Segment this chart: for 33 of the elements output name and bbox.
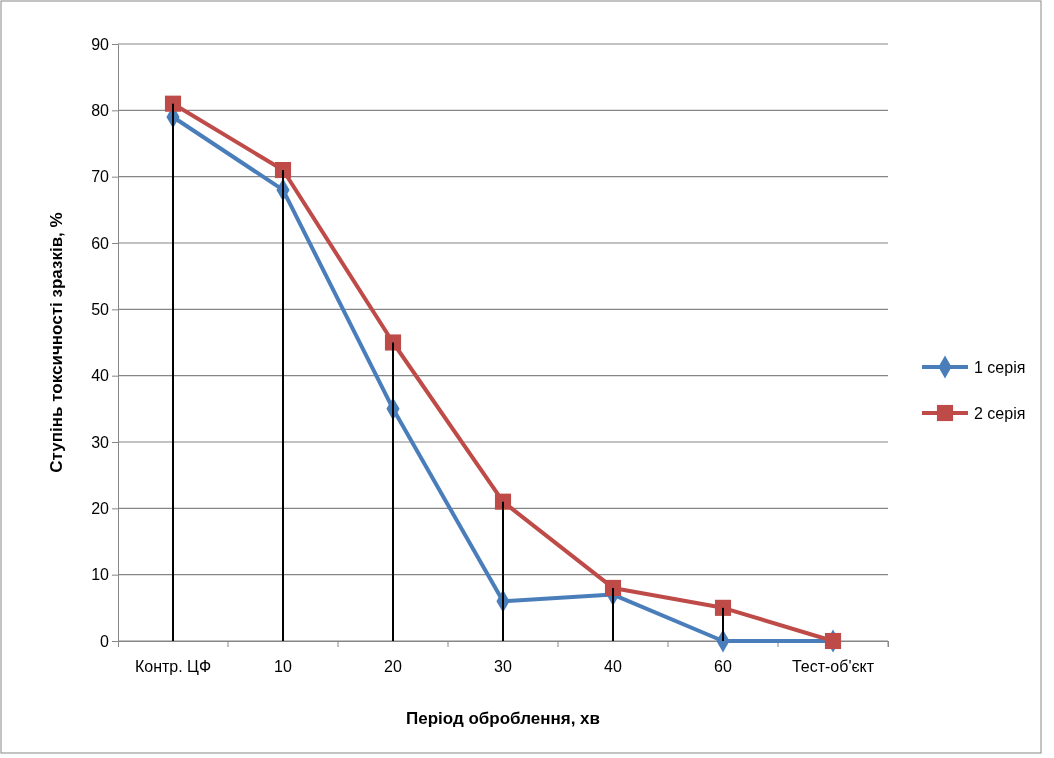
y-tick-label: 10: [91, 566, 110, 584]
y-tick-label: 20: [91, 499, 110, 517]
y-tick-label: 60: [91, 234, 110, 252]
bar: [392, 342, 394, 641]
x-tick-label: 30: [494, 658, 512, 676]
bar: [172, 103, 174, 641]
x-tick-label: 40: [604, 658, 622, 676]
point: [164, 95, 182, 112]
x-tick-label: 10: [274, 658, 292, 676]
x-tick-label: Тест-об'єкт: [791, 658, 875, 676]
legend-label: 2 серія: [974, 405, 1026, 422]
y-tick-label: 40: [91, 367, 110, 385]
y-tick-label: 50: [91, 300, 110, 318]
point: [274, 161, 292, 179]
point: [384, 334, 402, 351]
bar: [722, 607, 724, 641]
bar: [502, 501, 504, 641]
x-axis-title: Період оброблення, хв: [405, 709, 601, 728]
x-tick-label: Контр. ЦФ: [134, 658, 212, 676]
x-tick-label: 20: [384, 658, 402, 676]
y-tick-label: 0: [100, 632, 110, 650]
bar: [612, 587, 614, 641]
y-tick-label: 30: [91, 433, 110, 451]
y-tick-label: 70: [91, 168, 110, 186]
x-tick-label: 60: [714, 658, 732, 676]
point: [714, 599, 732, 616]
bar: [282, 170, 284, 641]
legend-label: 1 серія: [974, 359, 1026, 376]
y-axis-title: Ступінь токсичності зразків, %: [47, 212, 66, 473]
y-tick-label: 90: [91, 35, 110, 53]
point: [494, 493, 512, 510]
point: [604, 579, 622, 596]
y-tick-label: 80: [91, 101, 110, 119]
